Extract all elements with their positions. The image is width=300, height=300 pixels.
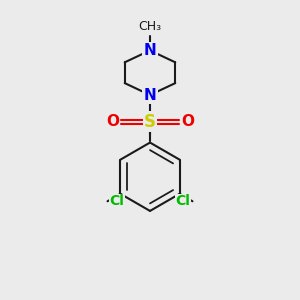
Text: O: O <box>181 114 194 129</box>
Text: S: S <box>144 113 156 131</box>
Text: O: O <box>106 114 119 129</box>
Text: Cl: Cl <box>176 194 190 208</box>
Text: CH₃: CH₃ <box>138 20 162 33</box>
Text: N: N <box>144 88 156 103</box>
Text: N: N <box>144 43 156 58</box>
Text: Cl: Cl <box>110 194 124 208</box>
